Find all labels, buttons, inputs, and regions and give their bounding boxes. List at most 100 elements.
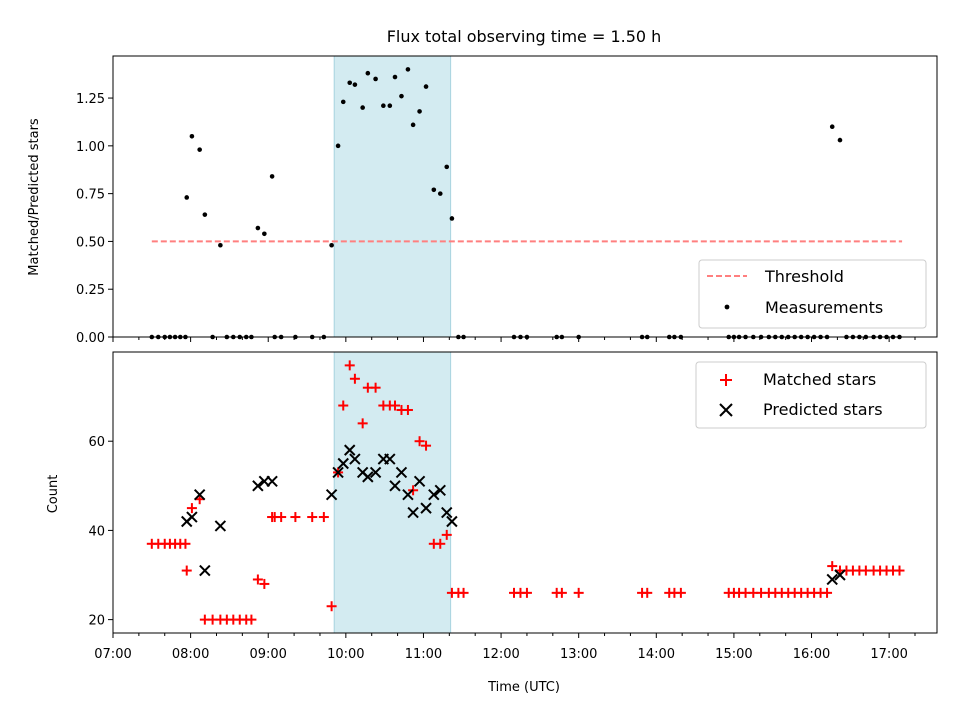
predicted-star-point: [214, 520, 227, 532]
top-y-tick-label: 1.00: [76, 140, 105, 155]
measurement-point: [365, 70, 371, 76]
matched-star-point: [357, 418, 368, 429]
predicted-star-point: [186, 511, 198, 523]
legend-threshold-label: Threshold: [764, 267, 844, 286]
top-y-tick-label: 0.25: [76, 283, 105, 298]
top-x-ticks: [112, 337, 916, 342]
measurement-point: [184, 195, 190, 200]
legend-predicted-label: Predicted stars: [763, 400, 883, 419]
legend-matched-label: Matched stars: [763, 370, 876, 389]
matched-star-point: [276, 512, 287, 523]
predicted-star-point: [395, 466, 408, 479]
matched-star-point: [822, 587, 833, 598]
measurement-point: [423, 84, 429, 89]
measurement-point: [392, 74, 398, 80]
measurement-point: [202, 212, 208, 217]
bottom-x-tick-label: 13:00: [560, 647, 597, 662]
bottom-x-tick-label: 10:00: [327, 647, 364, 662]
top-axes-frame: [112, 55, 938, 338]
top-legend-box: [698, 259, 927, 329]
predicted-star-point: [434, 484, 446, 496]
matched-star-point: [349, 373, 360, 384]
matched-star-point: [573, 587, 584, 598]
measurement-point: [444, 164, 450, 170]
measurement-point: [329, 242, 334, 248]
measurement-point: [405, 67, 411, 72]
measurement-point: [829, 124, 835, 130]
measurement-point: [387, 103, 393, 109]
matched-star-point: [894, 565, 905, 576]
measurement-point: [262, 231, 267, 237]
measurement-point: [352, 82, 358, 87]
bottom-x-tick-label: 12:00: [482, 647, 519, 662]
matched-star-point: [458, 587, 469, 598]
matched-star-point: [252, 574, 263, 585]
predicted-star-point: [834, 569, 846, 581]
bottom-x-tick-label: 16:00: [793, 647, 830, 662]
predicted-star-point: [446, 515, 458, 528]
measurement-point: [399, 93, 404, 99]
predicted-star-point: [826, 573, 838, 586]
predicted-star-point: [199, 564, 211, 577]
measurement-point: [437, 191, 443, 196]
matched-star-point: [344, 360, 355, 371]
bottom-x-tick-label: 08:00: [172, 647, 209, 662]
matched-star-point: [181, 565, 192, 576]
matched-star-point: [326, 601, 337, 612]
bottom-legend-box: [695, 361, 927, 429]
predicted-star-point: [420, 502, 432, 514]
bottom-highlight-span: [333, 351, 452, 634]
predicted-star-point: [325, 489, 338, 501]
measurement-point: [197, 147, 202, 152]
top-y-ticks: 0.00 0.25 0.50 0.75 1.00 1.25: [76, 92, 113, 346]
predicted-star-point: [349, 453, 361, 465]
measurement-point: [255, 225, 261, 231]
top-y-tick-label: 0.75: [76, 188, 105, 203]
bottom-y-tick-label: 60: [88, 435, 105, 450]
predicted-star-point: [252, 480, 264, 492]
bottom-x-tick-label: 09:00: [249, 647, 286, 662]
predicted-star-point: [413, 475, 426, 488]
bottom-y-tick-label: 20: [88, 614, 105, 629]
bottom-x-axis-label: Time (UTC): [487, 680, 560, 695]
bottom-x-tick-label: 11:00: [405, 647, 442, 662]
measurement-point: [218, 242, 223, 248]
predicted-star-point: [428, 489, 440, 501]
predicted-star-point: [337, 457, 349, 470]
predicted-star-point: [407, 506, 419, 519]
predicted-star-point: [369, 466, 382, 479]
predicted-stars-points: [181, 444, 846, 586]
measurement-point: [381, 103, 386, 109]
bottom-y-tick-label: 40: [88, 524, 105, 539]
top-chart-title: Flux total observing time = 1.50 h: [387, 27, 662, 46]
top-y-tick-label: 0.00: [76, 331, 105, 346]
matched-star-point: [521, 587, 532, 598]
matched-star-point: [180, 538, 191, 549]
top-y-tick-label: 1.25: [76, 92, 105, 107]
measurement-point: [837, 137, 843, 143]
measurement-point: [347, 80, 353, 86]
predicted-star-point: [402, 489, 414, 501]
matched-star-point: [259, 578, 270, 589]
measurement-point: [360, 105, 365, 110]
legend-matched-swatch: [720, 374, 732, 386]
bottom-y-axis-label: Count: [46, 475, 61, 514]
predicted-star-point: [332, 466, 344, 479]
matched-star-point: [370, 382, 381, 393]
matched-star-point: [414, 436, 425, 447]
matched-star-point: [441, 529, 452, 540]
bottom-x-tick-label: 15:00: [715, 647, 752, 662]
bottom-x-tick-label: 07:00: [94, 647, 131, 662]
bottom-x-ticks: 07:00 08:00 09:00 10:00 11:00 12:00 13:00 14:00…: [94, 633, 916, 662]
measurement-point: [373, 76, 378, 82]
matched-star-point: [402, 404, 413, 415]
matched-star-point: [246, 614, 257, 625]
measurement-point: [340, 99, 346, 105]
matched-star-point: [556, 587, 567, 598]
matched-star-point: [389, 400, 400, 411]
bottom-legend: Matched stars Predicted stars: [695, 361, 927, 429]
measurement-point: [269, 174, 275, 179]
measurement-point: [189, 133, 195, 139]
